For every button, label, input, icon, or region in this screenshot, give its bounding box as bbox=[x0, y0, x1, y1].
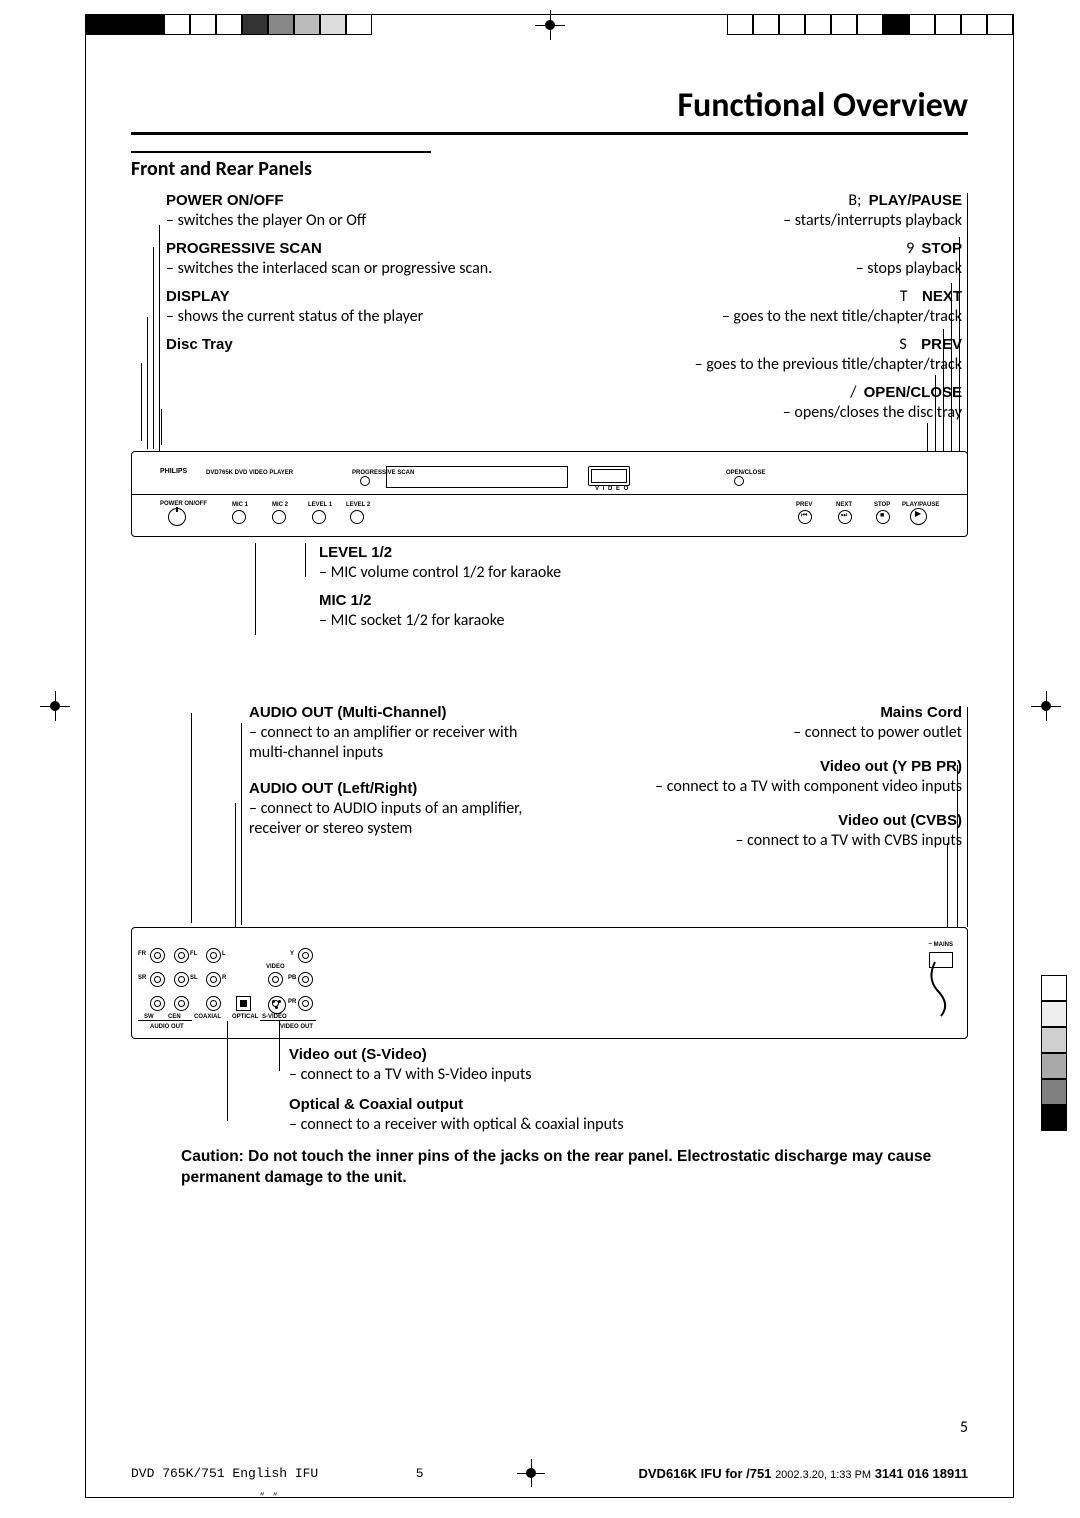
footer-pagenum: 5 bbox=[416, 1466, 424, 1481]
jack-icon bbox=[150, 972, 165, 987]
leader bbox=[241, 723, 242, 925]
label-disctray: Disc Tray bbox=[166, 335, 538, 355]
jack-icon bbox=[174, 972, 189, 987]
leader bbox=[235, 803, 236, 933]
page-number: 5 bbox=[960, 1418, 968, 1437]
leader bbox=[147, 317, 148, 449]
label-next: T NEXT – goes to the next title/chapter/… bbox=[562, 287, 963, 327]
jack-icon bbox=[174, 948, 189, 963]
display-icon bbox=[588, 466, 630, 486]
under-front: LEVEL 1/2 – MIC volume control 1/2 for k… bbox=[131, 543, 968, 703]
level2-icon bbox=[350, 510, 364, 524]
front-right-col: B; PLAY/PAUSE – starts/interrupts playba… bbox=[562, 191, 969, 441]
under-rear: Video out (S-Video) – connect to a TV wi… bbox=[131, 1045, 968, 1135]
level1-icon bbox=[312, 510, 326, 524]
leader bbox=[967, 707, 968, 927]
label-audio-multi: AUDIO OUT (Multi-Channel) – connect to a… bbox=[249, 703, 538, 763]
power-knob-icon bbox=[168, 508, 186, 526]
tick-marks: ″ ″ bbox=[260, 1490, 277, 1503]
crosshair-bottom bbox=[521, 1463, 541, 1483]
side-greyscale bbox=[1041, 975, 1067, 1131]
mark-strip-right bbox=[727, 14, 1013, 36]
print-frame: Functional Overview Front and Rear Panel… bbox=[85, 14, 1014, 1498]
mains-cord-icon bbox=[917, 958, 957, 1018]
label-prev: S PREV – goes to the previous title/chap… bbox=[562, 335, 963, 375]
page-title: Functional Overview bbox=[131, 85, 968, 126]
label-power: POWER ON/OFF – switches the player On or… bbox=[166, 191, 538, 231]
label-level: LEVEL 1/2 – MIC volume control 1/2 for k… bbox=[319, 543, 968, 583]
jack-icon bbox=[206, 972, 221, 987]
mark-strip-left bbox=[86, 14, 372, 36]
label-progscan: PROGRESSIVE SCAN – switches the interlac… bbox=[166, 239, 538, 279]
leader bbox=[159, 225, 160, 465]
rear-panel-columns: AUDIO OUT (Multi-Channel) – connect to a… bbox=[131, 703, 968, 913]
rear-panel-diagram: FR FL L SR SL R SW CEN COAXIAL OPTICAL A… bbox=[131, 927, 968, 1039]
label-mains: Mains Cord – connect to power outlet bbox=[562, 703, 963, 743]
mic2-icon bbox=[272, 510, 286, 524]
brand-label: PHILIPS bbox=[160, 468, 187, 475]
jack-icon bbox=[150, 996, 165, 1011]
label-stop: 9 STOP – stops playback bbox=[562, 239, 963, 279]
leader bbox=[255, 543, 256, 635]
rear-right-col: Mains Cord – connect to power outlet Vid… bbox=[562, 703, 969, 913]
label-optical-coax: Optical & Coaxial output – connect to a … bbox=[289, 1095, 968, 1135]
svideo-jack-icon bbox=[268, 996, 286, 1014]
leader bbox=[967, 193, 968, 469]
subtitle-rule bbox=[131, 151, 431, 153]
optical-jack-icon bbox=[236, 996, 251, 1011]
crosshair-left bbox=[44, 695, 66, 717]
label-display: DISPLAY – shows the current status of th… bbox=[166, 287, 538, 327]
jack-icon bbox=[206, 996, 221, 1011]
crosshair-top bbox=[539, 14, 561, 36]
footer-right: DVD616K IFU for /751 2002.3.20, 1:33 PM … bbox=[639, 1466, 968, 1481]
crosshair-right bbox=[1035, 695, 1057, 717]
leader bbox=[191, 713, 192, 923]
jack-icon bbox=[298, 996, 313, 1011]
jack-icon bbox=[298, 948, 313, 963]
label-openclose: / OPEN/CLOSE – opens/closes the disc tra… bbox=[562, 383, 963, 423]
leader bbox=[305, 543, 306, 577]
registration-marks-top bbox=[86, 14, 1013, 36]
prev-btn-icon: ⏮ bbox=[798, 510, 812, 524]
jack-icon bbox=[150, 948, 165, 963]
model-label: DVD765K DVD VIDEO PLAYER bbox=[206, 470, 293, 476]
label-playpause: B; PLAY/PAUSE – starts/interrupts playba… bbox=[562, 191, 963, 231]
mic1-icon bbox=[232, 510, 246, 524]
leader bbox=[959, 237, 960, 469]
label-mic: MIC 1/2 – MIC socket 1/2 for karaoke bbox=[319, 591, 968, 631]
leader bbox=[153, 247, 154, 449]
leader bbox=[141, 363, 142, 441]
rear-left-col: AUDIO OUT (Multi-Channel) – connect to a… bbox=[131, 703, 538, 913]
jack-icon bbox=[298, 972, 313, 987]
leader bbox=[957, 765, 958, 939]
leader bbox=[943, 329, 944, 469]
progscan-button-icon bbox=[360, 476, 370, 486]
next-btn-icon: ⏭ bbox=[838, 510, 852, 524]
label-ypbpr: Video out (Y PB PR) – connect to a TV wi… bbox=[562, 757, 963, 797]
caution-text: Caution: Do not touch the inner pins of … bbox=[181, 1147, 968, 1189]
front-panel-diagram: PHILIPS DVD765K DVD VIDEO PLAYER V I D E… bbox=[131, 451, 968, 537]
front-left-col: POWER ON/OFF – switches the player On or… bbox=[131, 191, 538, 441]
jack-icon bbox=[206, 948, 221, 963]
label-svideo: Video out (S-Video) – connect to a TV wi… bbox=[289, 1045, 968, 1085]
leader bbox=[161, 409, 162, 445]
play-btn-icon: ▶ bbox=[910, 508, 927, 525]
page-content: Functional Overview Front and Rear Panel… bbox=[131, 75, 968, 1437]
openclose-button-icon bbox=[734, 476, 744, 486]
jack-icon bbox=[174, 996, 189, 1011]
front-panel-columns: POWER ON/OFF – switches the player On or… bbox=[131, 191, 968, 441]
section-subtitle: Front and Rear Panels bbox=[131, 157, 968, 181]
jack-icon bbox=[268, 972, 283, 987]
stop-btn-icon: ■ bbox=[876, 510, 890, 524]
label-cvbs: Video out (CVBS) – connect to a TV with … bbox=[562, 811, 963, 851]
leader bbox=[227, 1021, 228, 1121]
print-footer: DVD 765K/751 English IFU 5 DVD616K IFU f… bbox=[131, 1463, 968, 1483]
title-rule bbox=[131, 132, 968, 135]
leader bbox=[951, 283, 952, 469]
label-audio-lr: AUDIO OUT (Left/Right) – connect to AUDI… bbox=[249, 779, 538, 839]
footer-left: DVD 765K/751 English IFU bbox=[131, 1466, 318, 1481]
leader bbox=[279, 1021, 280, 1071]
